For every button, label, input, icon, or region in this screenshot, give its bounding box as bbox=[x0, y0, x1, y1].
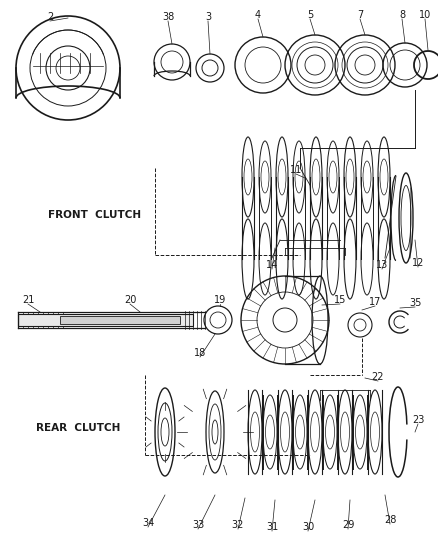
Text: 32: 32 bbox=[232, 520, 244, 530]
Text: 19: 19 bbox=[214, 295, 226, 305]
Text: 18: 18 bbox=[194, 348, 206, 358]
Text: 34: 34 bbox=[142, 518, 154, 528]
Text: 4: 4 bbox=[255, 10, 261, 20]
Text: 13: 13 bbox=[376, 260, 388, 270]
Text: 35: 35 bbox=[409, 298, 421, 308]
Text: 22: 22 bbox=[372, 372, 384, 382]
Text: 14: 14 bbox=[266, 260, 278, 270]
Text: 21: 21 bbox=[22, 295, 34, 305]
Text: 17: 17 bbox=[369, 297, 381, 307]
Text: 38: 38 bbox=[162, 12, 174, 22]
Text: 28: 28 bbox=[384, 515, 396, 525]
Text: 33: 33 bbox=[192, 520, 204, 530]
Text: 11: 11 bbox=[290, 165, 302, 175]
Text: 30: 30 bbox=[302, 522, 314, 532]
Text: 29: 29 bbox=[342, 520, 354, 530]
Text: 7: 7 bbox=[357, 10, 363, 20]
Text: 12: 12 bbox=[412, 258, 424, 268]
Text: 10: 10 bbox=[419, 10, 431, 20]
Bar bbox=[18, 314, 193, 326]
Text: REAR  CLUTCH: REAR CLUTCH bbox=[36, 423, 120, 433]
Text: 23: 23 bbox=[412, 415, 424, 425]
Text: 5: 5 bbox=[307, 10, 313, 20]
Text: 3: 3 bbox=[205, 12, 211, 22]
Text: 15: 15 bbox=[334, 295, 346, 305]
Text: FRONT  CLUTCH: FRONT CLUTCH bbox=[49, 210, 141, 220]
Text: 2: 2 bbox=[47, 12, 53, 22]
Bar bbox=[60, 316, 180, 324]
Text: 20: 20 bbox=[124, 295, 136, 305]
Text: 8: 8 bbox=[399, 10, 405, 20]
Text: 31: 31 bbox=[266, 522, 278, 532]
